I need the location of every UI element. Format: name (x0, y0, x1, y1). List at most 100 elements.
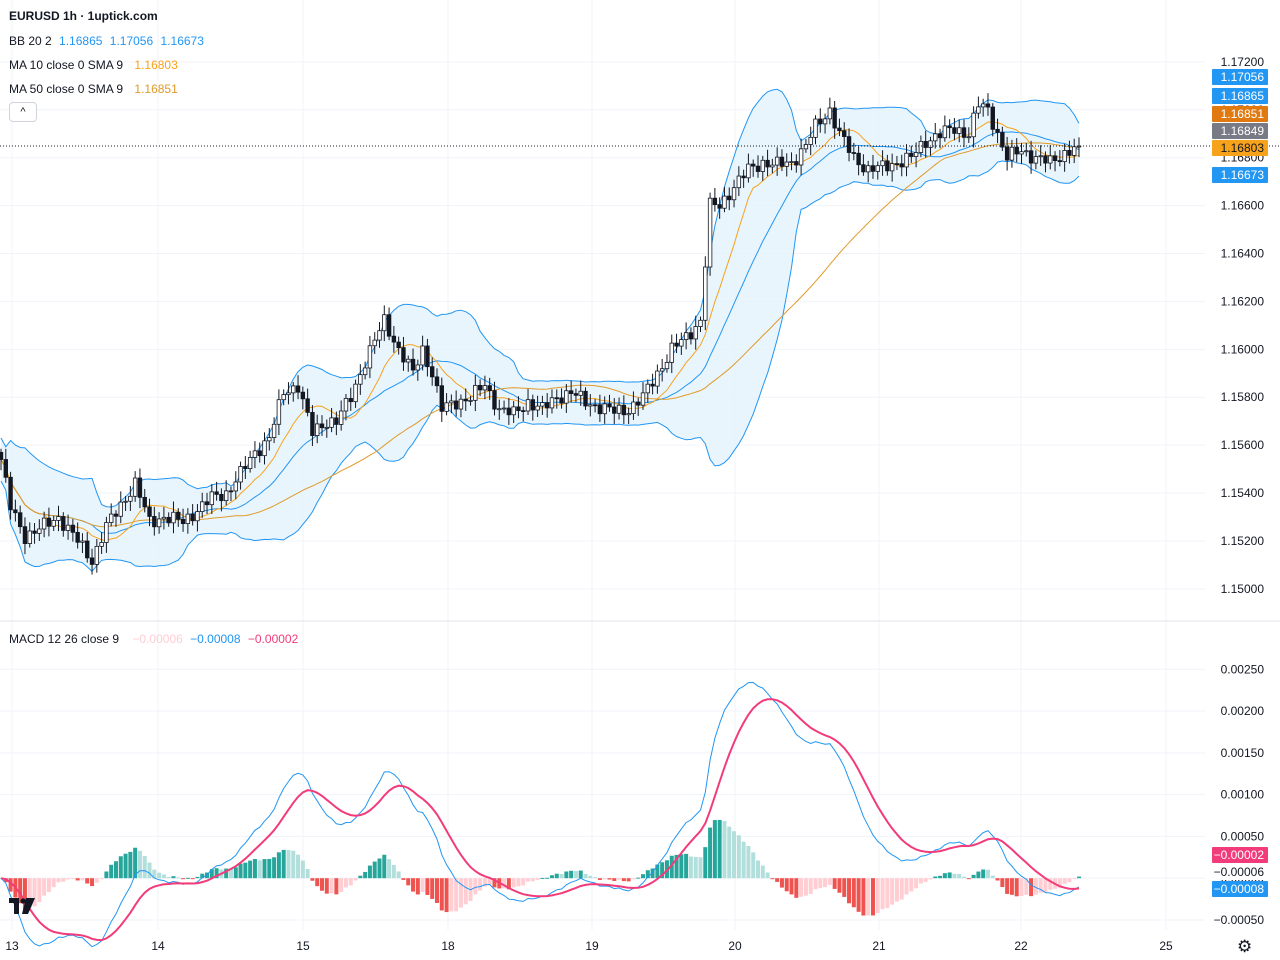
candle (827, 97, 833, 125)
candle (324, 419, 329, 438)
candle (1014, 138, 1019, 163)
macd-histogram-bar (147, 862, 152, 879)
macd-histogram-bar (262, 859, 267, 879)
candle (741, 169, 746, 188)
macd-histogram-bar (458, 878, 463, 908)
macd-histogram-bar (353, 878, 358, 881)
macd-histogram-bar (856, 878, 861, 912)
candle (1062, 143, 1067, 172)
logo-icon[interactable] (9, 898, 39, 924)
candle (420, 335, 425, 371)
candle (353, 379, 358, 408)
macd-histogram-bar (779, 878, 784, 888)
macd-histogram-bar (755, 860, 760, 879)
macd-histogram-bar (406, 878, 411, 886)
svg-text:1.16849: 1.16849 (1221, 124, 1265, 138)
time-tick-label: 18 (441, 939, 455, 953)
candle (1033, 150, 1039, 170)
macd-histogram-bar (492, 878, 497, 888)
macd-histogram-bar (554, 873, 559, 879)
candle (990, 103, 995, 137)
candle (1067, 140, 1072, 164)
candle (166, 512, 171, 527)
candle (362, 361, 368, 380)
price-tick-label: 1.17200 (1221, 55, 1265, 69)
candle (0, 448, 4, 471)
macd-histogram-bar (444, 878, 449, 913)
candle (980, 98, 986, 117)
svg-text:1.16803: 1.16803 (1221, 141, 1265, 155)
macd-histogram-bar (1005, 878, 1010, 894)
candle (832, 101, 837, 139)
macd-histogram-bar (732, 831, 737, 879)
chevron-up-icon: ^ (20, 106, 26, 118)
ma50-legend[interactable]: MA 50 close 0 SMA 9 1.16851 (9, 81, 182, 97)
candle (597, 394, 603, 422)
macd-histogram-bar (137, 850, 142, 879)
candle (669, 334, 674, 374)
candle (966, 127, 972, 143)
gear-icon[interactable]: ⚙ (1237, 937, 1253, 956)
candle (22, 517, 28, 555)
candle (789, 152, 794, 171)
macd-histogram-bar (1009, 878, 1014, 895)
macd-histogram-bar (200, 873, 205, 879)
candle (937, 128, 943, 149)
macd-histogram-bar (113, 861, 118, 879)
candle (252, 441, 258, 469)
candle (271, 417, 277, 444)
candle (947, 119, 952, 139)
macd-histogram-bar (736, 835, 741, 879)
candle (1072, 138, 1077, 164)
candle (257, 442, 262, 463)
macd-histogram-bar (832, 878, 837, 889)
candle (870, 154, 876, 179)
candle (803, 138, 809, 153)
candle (736, 166, 742, 196)
macd-histogram-bar (904, 878, 909, 895)
candle (468, 396, 473, 406)
macd-histogram-bar (995, 878, 1000, 881)
macd-histogram-bar (181, 878, 186, 880)
macd-histogram-bar (18, 878, 23, 904)
candle (650, 373, 655, 395)
price-tick-label: 1.15200 (1221, 534, 1265, 548)
candle (875, 161, 880, 180)
candle (1052, 151, 1058, 172)
macd-histogram-bar (372, 861, 377, 879)
macd-histogram-bar (650, 868, 655, 879)
candle (37, 519, 42, 541)
candle (712, 187, 718, 212)
macd-histogram-bar (655, 864, 660, 879)
macd-histogram-bar (85, 878, 90, 884)
macd-histogram-bar (32, 878, 37, 907)
macd-histogram-bar (252, 859, 257, 879)
candle (621, 395, 627, 425)
bb-legend[interactable]: BB 20 2 1.16865 1.17056 1.16673 (9, 33, 208, 49)
macd-histogram-bar (770, 878, 775, 880)
candle (568, 380, 574, 403)
price-tick-label: 1.15000 (1221, 582, 1265, 596)
macd-histogram-bar (866, 878, 871, 916)
candle (521, 406, 526, 422)
ma10-legend[interactable]: MA 10 close 0 SMA 9 1.16803 (9, 57, 182, 73)
ma10-legend-label: MA 10 close 0 SMA 9 (9, 58, 124, 72)
macd-histogram-bar (981, 869, 986, 879)
macd-histogram-bar (90, 878, 95, 887)
candle (190, 504, 195, 526)
candle (1000, 126, 1005, 151)
collapse-legend-button[interactable]: ^ (9, 102, 37, 122)
candle (195, 504, 200, 532)
candle (147, 498, 152, 527)
candle (51, 515, 56, 532)
candle (425, 338, 430, 377)
candle (698, 316, 703, 333)
macd-histogram-bar (957, 873, 962, 879)
macd-legend[interactable]: MACD 12 26 close 9 −0.00006 −0.00008 −0.… (9, 631, 302, 647)
macd-histogram-bar (209, 869, 214, 879)
candle (123, 496, 128, 511)
candle (310, 405, 315, 446)
candle (616, 397, 622, 420)
macd-legend-label: MACD 12 26 close 9 (9, 632, 120, 646)
